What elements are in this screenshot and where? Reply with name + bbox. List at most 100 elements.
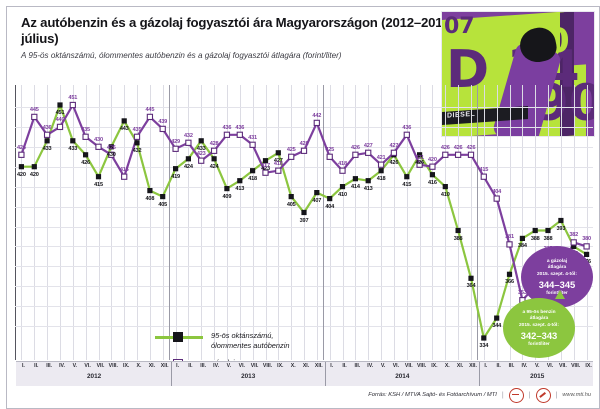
data-point bbox=[404, 174, 410, 180]
point-value-label: 405 bbox=[158, 201, 168, 208]
point-value-label: 430 bbox=[94, 136, 103, 143]
gridline-vertical bbox=[34, 85, 36, 360]
gridline-vertical bbox=[162, 85, 164, 360]
data-point bbox=[313, 119, 320, 127]
data-point bbox=[377, 161, 385, 168]
data-point bbox=[326, 153, 333, 160]
x-axis-month-tick: II. bbox=[342, 363, 347, 369]
data-point bbox=[198, 157, 205, 164]
chart-grid bbox=[15, 85, 593, 360]
page-subtitle: A 95-ös oktánszámú, ólommentes autóbenzi… bbox=[21, 51, 342, 61]
gridline-vertical bbox=[291, 85, 293, 360]
point-value-label: 425 bbox=[325, 146, 335, 153]
point-value-label: 426 bbox=[351, 144, 360, 151]
point-value-label: 451 bbox=[55, 110, 65, 116]
data-point bbox=[210, 147, 218, 154]
x-axis-month-tick: II. bbox=[188, 363, 193, 369]
gridline-vertical bbox=[535, 85, 537, 360]
x-axis-month-tick: VII. bbox=[404, 363, 413, 369]
data-point bbox=[429, 163, 436, 170]
data-point bbox=[198, 138, 204, 144]
data-point bbox=[416, 161, 423, 168]
data-point bbox=[236, 131, 243, 138]
x-axis-year-label: 2012 bbox=[86, 373, 102, 380]
data-point bbox=[275, 167, 282, 174]
gridline-vertical bbox=[471, 85, 472, 360]
gridline-vertical bbox=[21, 85, 23, 360]
point-value-label: 423 bbox=[261, 165, 270, 172]
data-point bbox=[442, 151, 449, 158]
gridline-vertical bbox=[239, 85, 241, 360]
point-value-label: 427 bbox=[389, 142, 399, 149]
gridline-horizontal bbox=[15, 306, 593, 308]
x-axis-month-tick: I. bbox=[484, 363, 488, 369]
data-point bbox=[403, 131, 410, 138]
point-value-label: 353 bbox=[518, 290, 527, 297]
point-value-label: 421 bbox=[376, 154, 386, 161]
gas-station-photo: 07 D 34 0 90 DIESEL bbox=[441, 11, 595, 137]
point-value-label: 408 bbox=[145, 195, 155, 202]
data-point bbox=[481, 335, 487, 341]
point-value-label: 435 bbox=[81, 126, 90, 133]
gridline-horizontal bbox=[15, 326, 593, 328]
data-point bbox=[339, 184, 346, 190]
point-value-label: 384 bbox=[518, 243, 527, 250]
gridline-vertical bbox=[72, 85, 74, 360]
x-axis-month-tick: XII. bbox=[469, 363, 477, 369]
gridline-vertical bbox=[60, 85, 61, 360]
x-axis-month-tick: IX. bbox=[277, 363, 284, 369]
point-value-label: 426 bbox=[415, 159, 424, 166]
data-point bbox=[365, 149, 372, 156]
x-axis-month-tick: VI. bbox=[546, 363, 554, 369]
data-point bbox=[417, 152, 423, 158]
header: Az autóbenzin és a gázolaj fogyasztói ár… bbox=[21, 15, 491, 60]
x-axis-month-tick: V. bbox=[72, 363, 78, 369]
gridline-horizontal bbox=[15, 186, 593, 188]
point-value-label: 344 bbox=[492, 323, 502, 330]
page-title: Az autóbenzin és a gázolaj fogyasztói ár… bbox=[21, 15, 453, 47]
gridline-vertical bbox=[137, 85, 138, 360]
point-value-label: 418 bbox=[338, 160, 347, 167]
x-axis-month-tick: III. bbox=[46, 363, 52, 369]
legend-key-petrol bbox=[155, 331, 203, 342]
gridline-horizontal bbox=[15, 286, 593, 288]
point-value-label: 414 bbox=[351, 183, 360, 190]
gridline-vertical bbox=[509, 85, 511, 360]
point-value-label: 409 bbox=[222, 193, 232, 200]
data-point bbox=[378, 168, 384, 174]
x-axis-month-tick: IX. bbox=[585, 363, 592, 369]
source-url: www.mti.hu bbox=[562, 392, 591, 398]
x-axis-year-label: 2015 bbox=[530, 373, 545, 380]
x-axis-month-tick: V. bbox=[226, 363, 232, 369]
data-point bbox=[327, 196, 333, 202]
data-point bbox=[352, 151, 359, 158]
legend-label-petrol: 95-ös oktánszámú, ólommentes autóbenzin bbox=[211, 331, 290, 350]
point-value-label: 439 bbox=[158, 118, 168, 125]
point-value-label: 445 bbox=[145, 106, 155, 113]
point-value-label: 424 bbox=[184, 163, 193, 170]
x-axis-month-tick: VIII. bbox=[416, 363, 427, 369]
data-point bbox=[454, 151, 462, 158]
data-point bbox=[121, 118, 127, 124]
point-value-label: 428 bbox=[299, 140, 309, 147]
series-line-diesel bbox=[20, 103, 587, 302]
data-point bbox=[121, 173, 128, 180]
footer-divider-2: | bbox=[528, 391, 531, 399]
gridline-vertical bbox=[548, 85, 549, 360]
point-value-label: 420 bbox=[428, 156, 437, 163]
data-point bbox=[172, 145, 179, 152]
infographic-frame: Az autóbenzin és a gázolaj fogyasztói ár… bbox=[6, 6, 600, 409]
data-point bbox=[314, 190, 320, 196]
data-point bbox=[95, 174, 102, 180]
gridline-vertical bbox=[483, 85, 485, 360]
gridline-vertical bbox=[406, 85, 408, 360]
x-axis-month-tick: I. bbox=[176, 363, 180, 369]
point-value-label: 413 bbox=[235, 185, 245, 192]
year-separator bbox=[169, 85, 171, 360]
data-point bbox=[108, 144, 114, 150]
x-axis-month-tick: V. bbox=[380, 363, 386, 369]
point-value-label: 410 bbox=[338, 191, 347, 198]
data-point bbox=[365, 178, 371, 184]
point-value-label: 410 bbox=[440, 191, 450, 198]
gridline-vertical bbox=[98, 85, 100, 360]
